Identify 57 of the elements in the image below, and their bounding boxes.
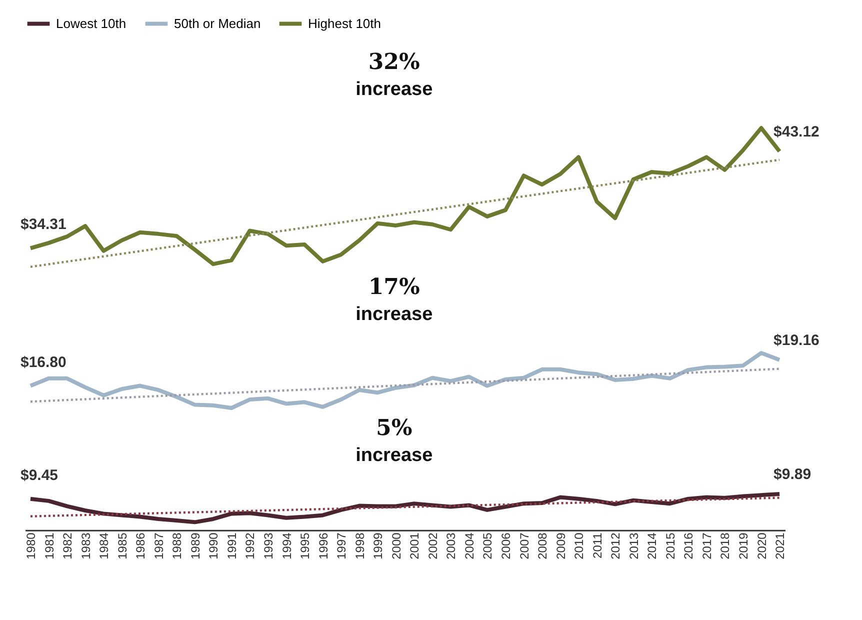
x-tick-label: 2019	[736, 532, 750, 560]
x-tick-label: 1980	[24, 532, 38, 560]
x-tick-label: 2018	[718, 532, 732, 560]
legend-label: Highest 10th	[308, 16, 381, 31]
x-tick-label: 2014	[645, 532, 660, 560]
x-tick-label: 2004	[462, 532, 476, 560]
x-tick-label: 2005	[480, 532, 495, 560]
x-tick-label: 1987	[152, 532, 166, 560]
x-tick-label: 2006	[498, 532, 513, 560]
x-tick-label: 2009	[554, 532, 568, 560]
x-tick-label: 1998	[352, 532, 367, 560]
x-tick-label: 2016	[682, 532, 696, 560]
x-tick-label: 1996	[316, 532, 330, 560]
data-label: $43.12	[774, 123, 820, 140]
x-tick-label: 2012	[608, 532, 623, 560]
x-tick-label: 2010	[572, 532, 586, 560]
text: 17%	[368, 274, 420, 300]
x-tick-label: 2020	[754, 532, 769, 560]
x-tick-label: 1990	[206, 532, 221, 560]
data-label: $9.89	[774, 466, 812, 483]
x-tick-label: 2000	[389, 532, 404, 560]
x-tick-label: 2021	[773, 532, 788, 560]
text: increase	[356, 445, 433, 466]
x-tick-label: 1992	[243, 532, 258, 560]
data-label: $19.16	[774, 332, 820, 349]
x-tick-label: 2007	[517, 532, 532, 560]
x-tick-label: 1988	[170, 532, 184, 560]
x-tick-label: 2003	[444, 532, 458, 560]
x-tick-label: 2015	[663, 532, 678, 560]
x-tick-label: 1989	[188, 532, 202, 560]
x-tick-label: 2008	[536, 532, 550, 560]
x-tick-label: 1997	[334, 532, 349, 560]
legend-label: 50th or Median	[174, 16, 261, 31]
x-tick-label: 1991	[224, 532, 239, 560]
x-tick-label: 2011	[590, 532, 604, 558]
x-tick-label: 2002	[426, 532, 440, 560]
x-tick-label: 1994	[280, 532, 294, 560]
x-tick-label: 1986	[134, 532, 148, 560]
legend-label: Lowest 10th	[56, 16, 126, 31]
x-tick-label: 1985	[115, 532, 130, 560]
x-tick-label: 1984	[97, 532, 112, 560]
data-label: $34.31	[20, 216, 66, 234]
x-tick-label: 2017	[700, 532, 714, 560]
x-tick-label: 1995	[298, 532, 312, 560]
x-tick-label: 1993	[261, 532, 276, 560]
x-tick-label: 1999	[371, 532, 386, 560]
data-label: $16.80	[20, 354, 66, 371]
x-tick-label: 2001	[408, 532, 422, 560]
x-tick-label: 1983	[78, 532, 93, 560]
text: increase	[356, 304, 433, 325]
x-tick-label: 1981	[42, 532, 56, 560]
text: increase	[356, 79, 433, 100]
text: 5%	[376, 415, 412, 441]
x-tick-label: 1982	[60, 532, 75, 560]
text: 32%	[368, 49, 420, 75]
data-label: $9.45	[20, 466, 58, 484]
x-tick-label: 2013	[626, 532, 641, 560]
